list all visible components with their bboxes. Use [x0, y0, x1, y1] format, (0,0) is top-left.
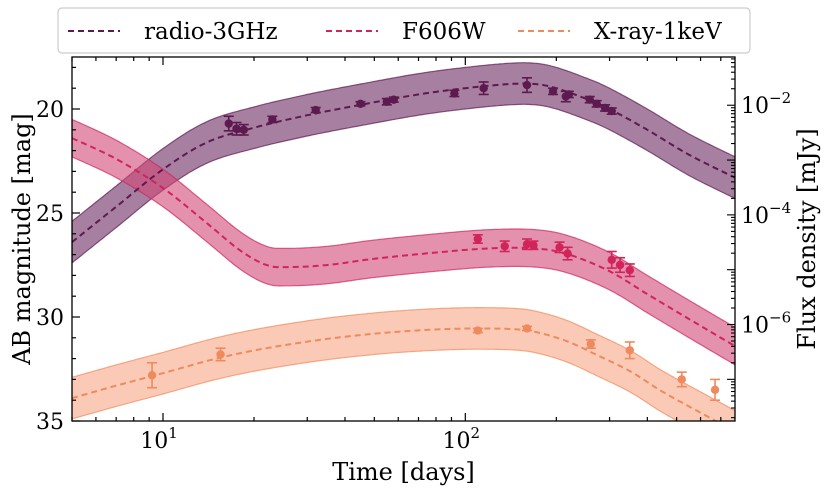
marker — [600, 103, 610, 113]
data-point-F606W — [554, 241, 565, 254]
marker — [586, 339, 595, 349]
marker — [239, 125, 248, 134]
data-point-F606W — [472, 234, 483, 244]
marker — [356, 99, 365, 109]
data-point-radio-3GHz — [388, 95, 399, 104]
model-line-radio-3GHz — [72, 82, 735, 243]
legend-entry-X-ray-1keV: X-ray-1keV — [518, 19, 722, 45]
data-point-radio-3GHz — [584, 95, 595, 104]
marker — [500, 242, 509, 251]
data-point-radio-3GHz — [606, 106, 617, 116]
y-left-tick-label: 25 — [36, 202, 64, 227]
data-point-F606W — [499, 240, 510, 253]
data-point-radio-3GHz — [547, 87, 558, 96]
data-point-F606W — [522, 238, 533, 251]
data-point-radio-3GHz — [449, 89, 460, 98]
x-tick-label: 102 — [443, 424, 481, 454]
y-right-tick-label: 10−6 — [741, 309, 791, 339]
y-left-axis-label: AB magnitude [mag] — [8, 113, 36, 366]
data-point-radio-3GHz — [591, 99, 602, 109]
y-right-axis-ticks: 10−2 10−4 10−6 — [727, 58, 791, 419]
y-right-tick-label: 10−2 — [741, 89, 791, 119]
marker — [677, 375, 686, 384]
marker — [389, 95, 398, 104]
data-point-F606W — [528, 240, 539, 251]
y-left-axis-ticks: 20 25 30 35 — [36, 66, 80, 435]
marker — [607, 255, 616, 264]
data-point-X-ray-1keV — [472, 326, 483, 335]
legend-label: radio-3GHz — [144, 19, 278, 45]
marker — [522, 240, 532, 249]
y-right-tick-label: 10−4 — [741, 199, 791, 229]
marker — [607, 106, 616, 116]
data-point-X-ray-1keV — [624, 341, 635, 360]
marker — [529, 241, 538, 250]
marker — [625, 346, 634, 355]
marker — [473, 234, 483, 244]
marker — [479, 84, 488, 93]
data-point-radio-3GHz — [231, 121, 242, 136]
marker — [224, 119, 233, 128]
data-point-X-ray-1keV — [147, 361, 158, 389]
legend: radio-3GHz F606W X-ray-1keV — [57, 7, 751, 54]
data-point-X-ray-1keV — [522, 324, 533, 333]
legend-label: F606W — [402, 19, 486, 45]
data-point-radio-3GHz — [478, 81, 489, 96]
data-point-X-ray-1keV — [676, 371, 687, 388]
marker — [615, 260, 625, 270]
marker — [564, 90, 574, 99]
plot-frame — [71, 56, 736, 422]
data-point-F606W — [615, 256, 626, 274]
marker — [548, 87, 558, 96]
marker — [592, 99, 601, 109]
x-axis-ticks: 101 102 — [71, 57, 722, 454]
legend-entry-radio-3GHz: radio-3GHz — [68, 19, 278, 45]
data-point-radio-3GHz — [223, 115, 234, 132]
marker — [311, 105, 320, 115]
x-tick-label: 101 — [140, 424, 178, 454]
marker — [473, 326, 483, 335]
legend-label: X-ray-1keV — [594, 19, 722, 45]
data-point-radio-3GHz — [355, 99, 366, 109]
y-left-tick-label: 20 — [36, 98, 64, 123]
data-point-F606W — [624, 263, 635, 278]
data-points — [147, 77, 721, 402]
model-bands — [72, 62, 735, 421]
band-F606W — [72, 118, 735, 366]
marker — [585, 95, 594, 104]
y-right-axis-label: Flux density [mJy] — [793, 128, 821, 349]
data-point-radio-3GHz — [238, 123, 249, 136]
data-point-radio-3GHz — [310, 105, 321, 115]
marker — [147, 371, 157, 380]
band-X-ray-1keV — [72, 307, 735, 421]
legend-entry-F606W: F606W — [326, 19, 486, 45]
marker — [450, 89, 459, 98]
y-left-tick-label: 35 — [36, 410, 64, 435]
data-point-F606W — [562, 246, 573, 261]
marker — [625, 266, 634, 275]
data-point-radio-3GHz — [267, 115, 278, 124]
data-point-X-ray-1keV — [585, 339, 596, 350]
marker — [268, 115, 277, 124]
data-point-X-ray-1keV — [215, 347, 226, 362]
data-point-radio-3GHz — [522, 77, 533, 94]
data-point-X-ray-1keV — [710, 378, 721, 402]
marker — [555, 243, 564, 252]
marker — [382, 97, 392, 106]
data-point-radio-3GHz — [563, 90, 574, 99]
band-radio-3GHz — [72, 62, 735, 264]
x-axis-label: Time [days] — [332, 458, 475, 486]
y-left-tick-label: 30 — [36, 306, 64, 331]
marker — [522, 324, 532, 333]
marker — [563, 249, 572, 258]
marker — [710, 385, 720, 394]
marker — [522, 80, 532, 90]
marker — [232, 124, 241, 133]
data-point-F606W — [606, 250, 617, 269]
legend-box — [57, 7, 751, 54]
model-line-F606W — [72, 137, 735, 347]
marker — [216, 350, 225, 359]
